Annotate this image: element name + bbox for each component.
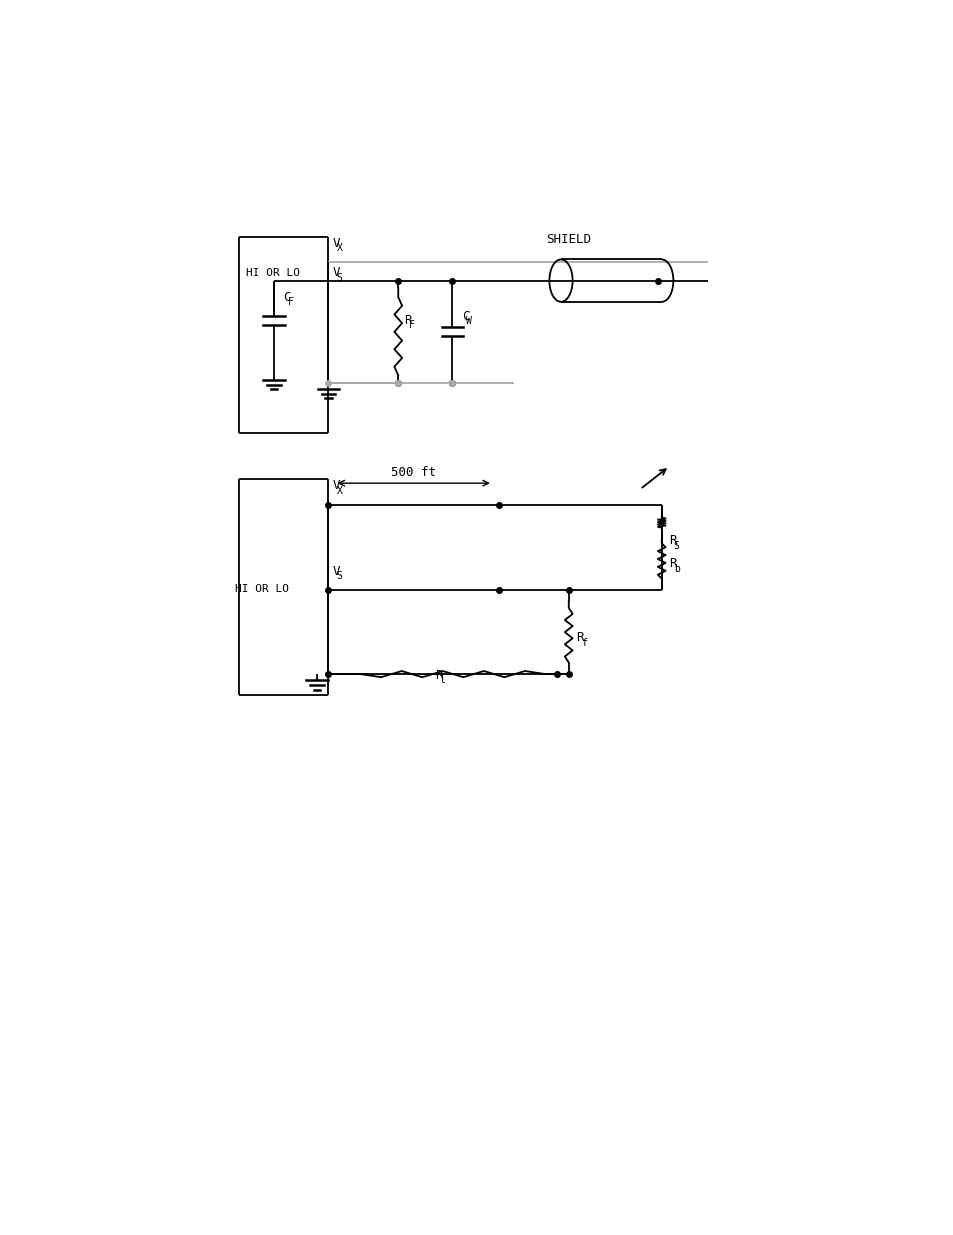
Text: R: R xyxy=(669,557,677,571)
Text: R: R xyxy=(435,669,441,682)
Text: R: R xyxy=(576,631,583,645)
Text: S: S xyxy=(673,541,679,551)
Text: V: V xyxy=(332,266,339,279)
Text: R: R xyxy=(669,534,677,547)
Text: V: V xyxy=(332,564,339,578)
Text: C: C xyxy=(461,310,469,324)
Text: X: X xyxy=(336,485,342,496)
Text: F: F xyxy=(288,298,294,308)
Text: S: S xyxy=(336,572,342,582)
Text: l: l xyxy=(438,676,444,685)
Text: V: V xyxy=(332,479,339,493)
Text: V: V xyxy=(332,237,339,249)
Text: b: b xyxy=(673,563,679,573)
Text: HI OR LO: HI OR LO xyxy=(235,584,289,594)
Text: 500 ft: 500 ft xyxy=(391,466,436,478)
Text: R: R xyxy=(404,314,412,327)
Text: SHIELD: SHIELD xyxy=(546,233,591,246)
Text: f: f xyxy=(580,637,586,647)
Text: S: S xyxy=(336,273,342,283)
Text: HI OR LO: HI OR LO xyxy=(245,268,299,278)
FancyArrowPatch shape xyxy=(641,469,665,488)
Text: W: W xyxy=(466,316,472,326)
Text: F: F xyxy=(408,320,415,330)
Text: X: X xyxy=(336,243,342,253)
Text: C: C xyxy=(283,290,291,304)
